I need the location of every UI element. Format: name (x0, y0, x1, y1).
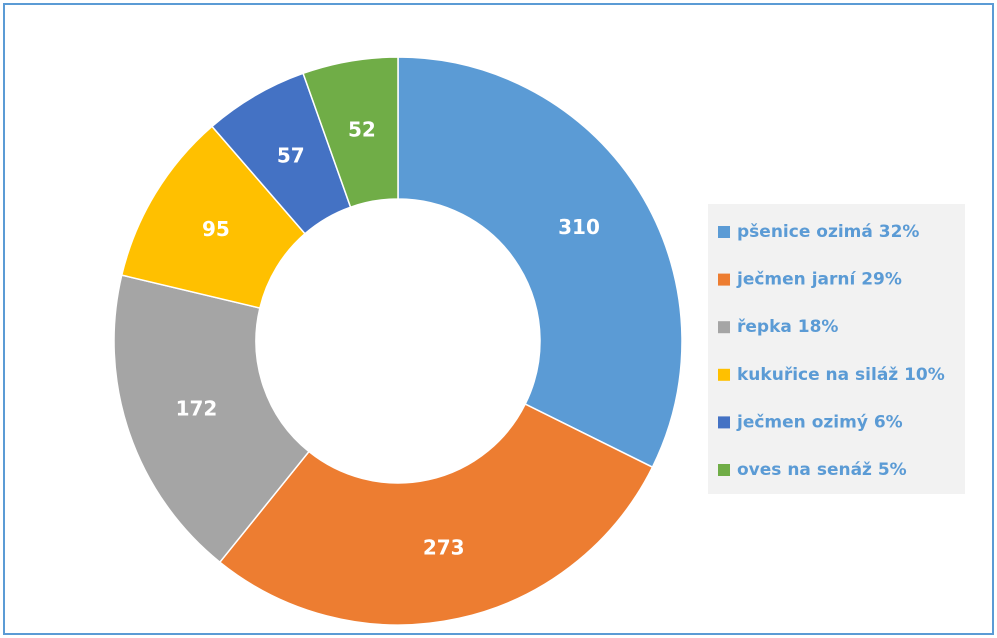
data-label: 172 (176, 396, 218, 420)
legend-label: řepka 18% (737, 317, 838, 337)
data-label: 273 (423, 536, 465, 560)
legend-swatch (718, 321, 730, 334)
data-labels: 310 273 172 95 57 52 (176, 118, 600, 560)
legend-swatch (718, 368, 730, 381)
slice (397, 56, 683, 469)
slice (218, 403, 654, 626)
legend-label: pšenice ozimá 32% (737, 222, 919, 242)
slice (302, 56, 399, 209)
slice (113, 274, 310, 564)
legend-box (708, 204, 965, 494)
legend-label: ječmen jarní 29% (736, 270, 902, 290)
legend-swatch (718, 273, 730, 286)
legend-swatch (718, 226, 730, 238)
legend-swatch (718, 416, 730, 429)
data-label: 310 (558, 215, 600, 239)
legend: pšenice ozimá 32% ječmen jarní 29% řepka 1… (718, 222, 945, 480)
data-label: 52 (348, 118, 376, 142)
legend-label: ječmen ozimý 6% (736, 412, 903, 432)
legend-label: kukuřice na siláž 10% (737, 365, 945, 385)
data-label: 95 (202, 217, 230, 241)
legend-label: oves na senáž 5% (737, 460, 907, 480)
legend-swatch (718, 464, 730, 476)
data-label: 57 (277, 143, 305, 167)
slices (113, 56, 683, 626)
